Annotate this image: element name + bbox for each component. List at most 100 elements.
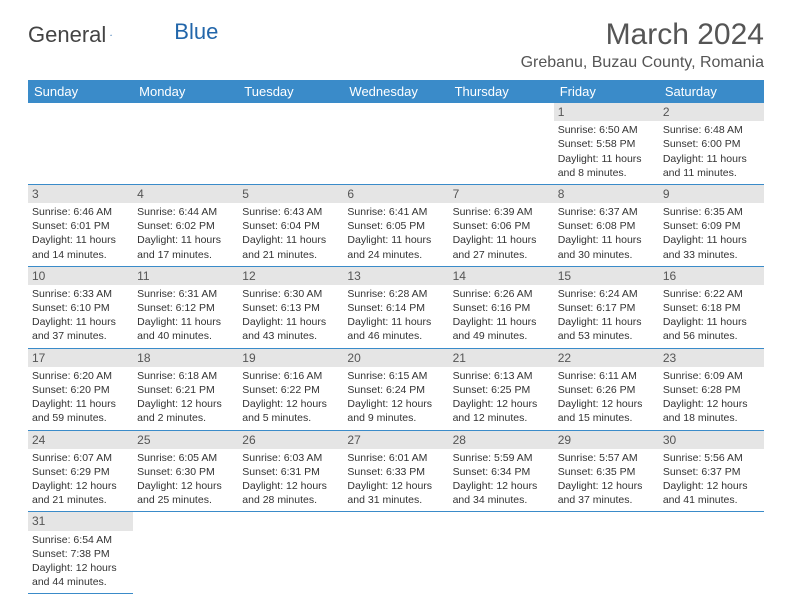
calendar-cell: 15Sunrise: 6:24 AMSunset: 6:17 PMDayligh… (554, 266, 659, 348)
sunset-text: Sunset: 6:35 PM (558, 465, 655, 479)
sunset-text: Sunset: 6:04 PM (242, 219, 339, 233)
sunset-text: Sunset: 6:13 PM (242, 301, 339, 315)
calendar-cell: 1Sunrise: 6:50 AMSunset: 5:58 PMDaylight… (554, 103, 659, 184)
sunrise-text: Sunrise: 6:16 AM (242, 369, 339, 383)
calendar-cell: 5Sunrise: 6:43 AMSunset: 6:04 PMDaylight… (238, 184, 343, 266)
day-number: 22 (554, 349, 659, 367)
sunset-text: Sunset: 6:18 PM (663, 301, 760, 315)
daylight-text: and 31 minutes. (347, 493, 444, 507)
calendar-cell: 17Sunrise: 6:20 AMSunset: 6:20 PMDayligh… (28, 348, 133, 430)
calendar-cell: 28Sunrise: 5:59 AMSunset: 6:34 PMDayligh… (449, 430, 554, 512)
day-number: 20 (343, 349, 448, 367)
sunset-text: Sunset: 6:24 PM (347, 383, 444, 397)
sunrise-text: Sunrise: 6:11 AM (558, 369, 655, 383)
calendar-cell: 23Sunrise: 6:09 AMSunset: 6:28 PMDayligh… (659, 348, 764, 430)
sunset-text: Sunset: 6:31 PM (242, 465, 339, 479)
weekday-header: Thursday (449, 80, 554, 103)
calendar-cell: 14Sunrise: 6:26 AMSunset: 6:16 PMDayligh… (449, 266, 554, 348)
calendar-row: 17Sunrise: 6:20 AMSunset: 6:20 PMDayligh… (28, 348, 764, 430)
sunrise-text: Sunrise: 6:31 AM (137, 287, 234, 301)
weekday-header: Monday (133, 80, 238, 103)
sunrise-text: Sunrise: 6:35 AM (663, 205, 760, 219)
logo-text-2: Blue (174, 21, 218, 43)
daylight-text: Daylight: 11 hours (347, 315, 444, 329)
calendar-cell: 16Sunrise: 6:22 AMSunset: 6:18 PMDayligh… (659, 266, 764, 348)
calendar-cell: 29Sunrise: 5:57 AMSunset: 6:35 PMDayligh… (554, 430, 659, 512)
calendar-row: 1Sunrise: 6:50 AMSunset: 5:58 PMDaylight… (28, 103, 764, 184)
daylight-text: and 11 minutes. (663, 166, 760, 180)
sunrise-text: Sunrise: 6:26 AM (453, 287, 550, 301)
sunset-text: Sunset: 6:12 PM (137, 301, 234, 315)
daylight-text: and 41 minutes. (663, 493, 760, 507)
weekday-header: Sunday (28, 80, 133, 103)
weekday-row: Sunday Monday Tuesday Wednesday Thursday… (28, 80, 764, 103)
day-number: 9 (659, 185, 764, 203)
day-number: 17 (28, 349, 133, 367)
calendar-cell (28, 103, 133, 184)
day-number: 28 (449, 431, 554, 449)
calendar-table: Sunday Monday Tuesday Wednesday Thursday… (28, 80, 764, 594)
month-title: March 2024 (521, 18, 764, 52)
calendar-cell: 25Sunrise: 6:05 AMSunset: 6:30 PMDayligh… (133, 430, 238, 512)
calendar-cell: 31Sunrise: 6:54 AMSunset: 7:38 PMDayligh… (28, 512, 133, 594)
sunset-text: Sunset: 6:30 PM (137, 465, 234, 479)
daylight-text: and 17 minutes. (137, 248, 234, 262)
calendar-cell: 8Sunrise: 6:37 AMSunset: 6:08 PMDaylight… (554, 184, 659, 266)
sunset-text: Sunset: 6:05 PM (347, 219, 444, 233)
sunset-text: Sunset: 6:09 PM (663, 219, 760, 233)
sunrise-text: Sunrise: 6:46 AM (32, 205, 129, 219)
sunset-text: Sunset: 6:20 PM (32, 383, 129, 397)
sunset-text: Sunset: 6:14 PM (347, 301, 444, 315)
sunset-text: Sunset: 6:21 PM (137, 383, 234, 397)
day-number: 18 (133, 349, 238, 367)
daylight-text: and 44 minutes. (32, 575, 129, 589)
daylight-text: Daylight: 12 hours (663, 479, 760, 493)
sunrise-text: Sunrise: 6:48 AM (663, 123, 760, 137)
day-number: 7 (449, 185, 554, 203)
daylight-text: and 14 minutes. (32, 248, 129, 262)
sunrise-text: Sunrise: 6:54 AM (32, 533, 129, 547)
sunrise-text: Sunrise: 6:20 AM (32, 369, 129, 383)
daylight-text: Daylight: 11 hours (32, 315, 129, 329)
daylight-text: Daylight: 11 hours (663, 315, 760, 329)
day-number: 29 (554, 431, 659, 449)
daylight-text: and 56 minutes. (663, 329, 760, 343)
sunrise-text: Sunrise: 6:44 AM (137, 205, 234, 219)
daylight-text: and 33 minutes. (663, 248, 760, 262)
calendar-cell: 2Sunrise: 6:48 AMSunset: 6:00 PMDaylight… (659, 103, 764, 184)
sunrise-text: Sunrise: 6:01 AM (347, 451, 444, 465)
day-number: 30 (659, 431, 764, 449)
weekday-header: Wednesday (343, 80, 448, 103)
sunset-text: Sunset: 6:06 PM (453, 219, 550, 233)
sunset-text: Sunset: 6:00 PM (663, 137, 760, 151)
location: Grebanu, Buzau County, Romania (521, 54, 764, 72)
daylight-text: and 28 minutes. (242, 493, 339, 507)
logo: General Blue (28, 24, 218, 46)
daylight-text: and 40 minutes. (137, 329, 234, 343)
daylight-text: Daylight: 11 hours (32, 233, 129, 247)
day-number: 16 (659, 267, 764, 285)
sunrise-text: Sunrise: 5:59 AM (453, 451, 550, 465)
day-number: 14 (449, 267, 554, 285)
calendar-cell (659, 512, 764, 594)
calendar-row: 3Sunrise: 6:46 AMSunset: 6:01 PMDaylight… (28, 184, 764, 266)
daylight-text: and 2 minutes. (137, 411, 234, 425)
daylight-text: and 49 minutes. (453, 329, 550, 343)
calendar-cell: 19Sunrise: 6:16 AMSunset: 6:22 PMDayligh… (238, 348, 343, 430)
calendar-cell (238, 512, 343, 594)
sunrise-text: Sunrise: 6:39 AM (453, 205, 550, 219)
sunset-text: Sunset: 6:26 PM (558, 383, 655, 397)
header: General Blue March 2024 Grebanu, Buzau C… (28, 18, 764, 72)
sunrise-text: Sunrise: 6:15 AM (347, 369, 444, 383)
daylight-text: and 37 minutes. (558, 493, 655, 507)
calendar-cell (133, 512, 238, 594)
title-block: March 2024 Grebanu, Buzau County, Romani… (521, 18, 764, 72)
daylight-text: Daylight: 11 hours (137, 233, 234, 247)
day-number: 27 (343, 431, 448, 449)
daylight-text: Daylight: 11 hours (453, 315, 550, 329)
sunrise-text: Sunrise: 6:28 AM (347, 287, 444, 301)
day-number: 6 (343, 185, 448, 203)
day-number: 2 (659, 103, 764, 121)
daylight-text: and 24 minutes. (347, 248, 444, 262)
sunrise-text: Sunrise: 6:43 AM (242, 205, 339, 219)
